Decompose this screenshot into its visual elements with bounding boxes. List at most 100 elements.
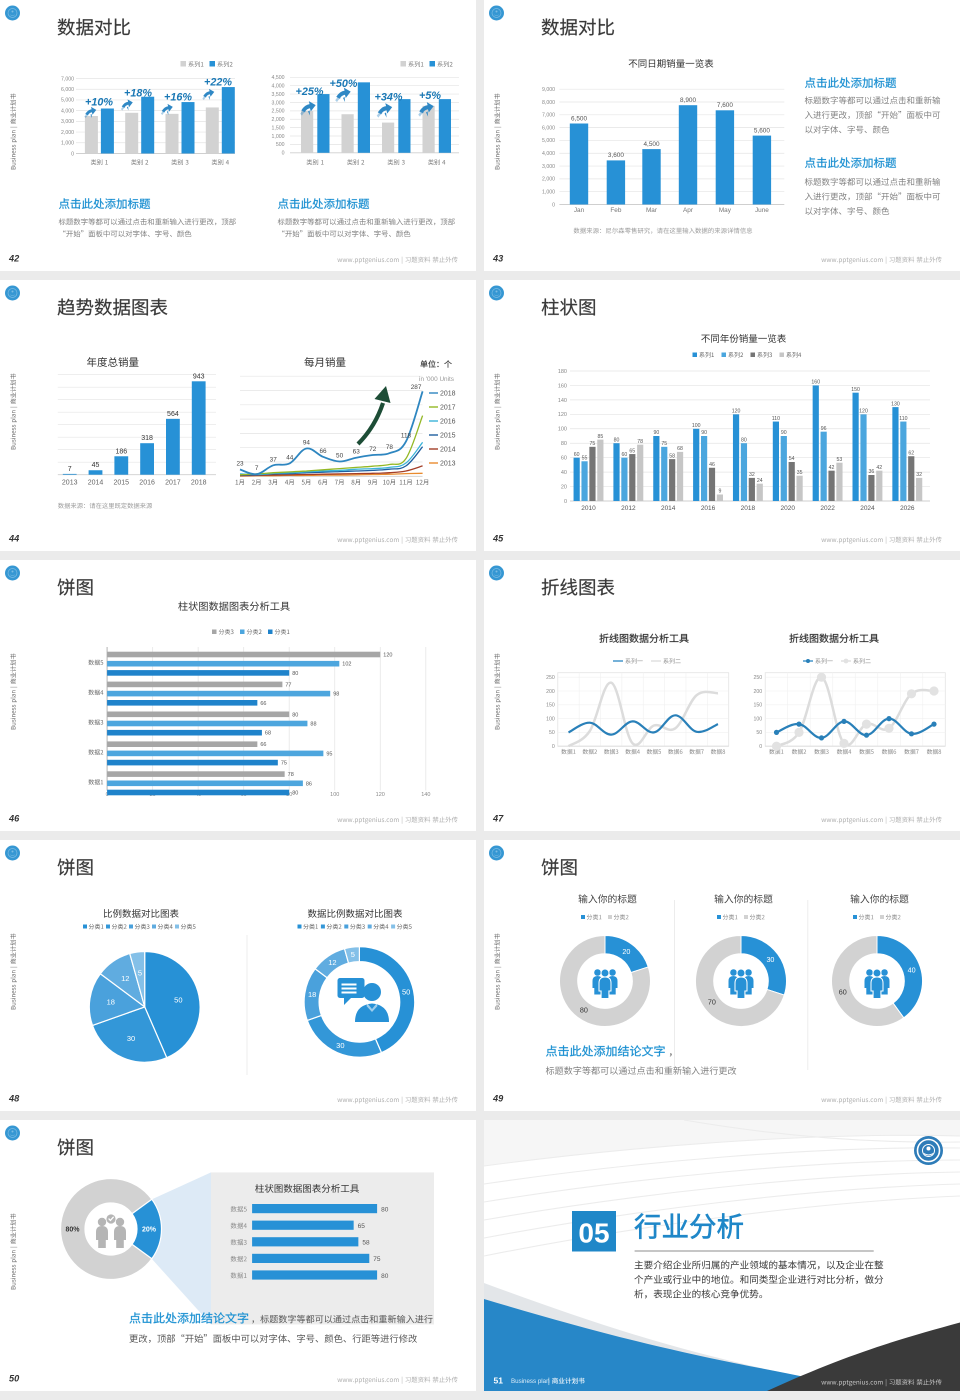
svg-text:Mar: Mar [646,207,658,214]
svg-text:120: 120 [376,792,385,798]
svg-text:45: 45 [492,534,504,544]
svg-text:5,000: 5,000 [61,98,74,104]
svg-text:2016: 2016 [701,505,716,512]
svg-text:90: 90 [701,430,707,436]
svg-text:78: 78 [637,439,643,445]
svg-text:40: 40 [561,470,567,476]
svg-text:42: 42 [829,465,835,471]
svg-text:5,600: 5,600 [754,127,770,134]
svg-text:63: 63 [353,449,361,456]
svg-text:80: 80 [292,671,298,677]
svg-text:7,000: 7,000 [61,76,74,82]
svg-text:9: 9 [718,489,721,495]
svg-text:100: 100 [330,792,339,798]
svg-text:20: 20 [561,484,567,490]
svg-text:2016: 2016 [139,480,155,487]
svg-text:42: 42 [8,254,20,264]
svg-text:50: 50 [336,453,344,460]
svg-text:120: 120 [558,412,567,418]
svg-text:140: 140 [558,398,567,404]
svg-text:120: 120 [732,409,741,415]
svg-text:150: 150 [546,703,555,709]
svg-text:2022: 2022 [820,505,835,512]
svg-text:72: 72 [369,446,377,453]
svg-text:2,000: 2,000 [272,117,285,123]
svg-text:110: 110 [772,416,780,422]
svg-text:2016: 2016 [440,418,456,425]
svg-text:32: 32 [749,472,755,478]
svg-text:287: 287 [411,384,422,391]
svg-text:160: 160 [811,380,820,386]
svg-text:98: 98 [333,692,339,698]
svg-text:2015: 2015 [114,480,130,487]
svg-text:7,000: 7,000 [542,113,555,119]
svg-text:1,500: 1,500 [272,125,285,131]
svg-text:2014: 2014 [88,480,104,487]
svg-text:18: 18 [107,997,115,1006]
svg-text:45: 45 [92,462,100,469]
svg-text:5,000: 5,000 [542,138,555,144]
svg-text:0: 0 [564,499,567,505]
svg-text:+50%: +50% [330,78,358,90]
svg-text:3,000: 3,000 [272,100,285,106]
svg-text:140: 140 [421,792,430,798]
svg-text:66: 66 [260,701,266,707]
svg-text:500: 500 [276,142,285,148]
svg-text:70: 70 [708,998,716,1007]
svg-text:50: 50 [549,730,555,736]
svg-text:7,600: 7,600 [717,102,733,109]
svg-text:66: 66 [260,742,266,748]
svg-text:100: 100 [692,423,701,429]
svg-text:318: 318 [141,435,153,442]
svg-text:96: 96 [821,426,827,432]
svg-text:+10%: +10% [85,96,113,108]
svg-text:68: 68 [265,731,271,737]
svg-text:75: 75 [661,441,667,447]
svg-text:30: 30 [336,1041,344,1050]
svg-text:100: 100 [546,716,555,722]
svg-text:65: 65 [629,448,635,454]
svg-text:110: 110 [899,416,907,422]
svg-text:32: 32 [916,472,922,478]
svg-text:3,500: 3,500 [272,92,285,98]
svg-text:6,000: 6,000 [61,87,74,93]
svg-text:6,500: 6,500 [571,115,587,122]
svg-text:68: 68 [677,446,683,452]
svg-text:50: 50 [402,988,410,997]
svg-text:2017: 2017 [165,480,181,487]
svg-text:2,000: 2,000 [542,177,555,183]
svg-text:75: 75 [590,441,596,447]
svg-text:100: 100 [754,716,763,722]
svg-text:186: 186 [115,448,127,455]
svg-text:Jan: Jan [574,207,585,214]
svg-text:0: 0 [759,744,762,750]
svg-text:0: 0 [282,151,285,157]
svg-text:75: 75 [281,761,287,767]
svg-text:250: 250 [754,675,763,681]
svg-text:June: June [755,207,769,214]
svg-text:+34%: +34% [375,91,403,103]
svg-text:2017: 2017 [440,404,456,411]
svg-text:2026: 2026 [900,505,915,512]
svg-text:in '000 Units: in '000 Units [419,376,454,383]
svg-text:2018: 2018 [741,505,756,512]
svg-text:1,000: 1,000 [272,134,285,140]
svg-text:2,000: 2,000 [61,130,74,136]
svg-text:80%: 80% [65,1227,80,1234]
svg-text:0: 0 [552,202,555,208]
svg-text:200: 200 [754,689,763,695]
svg-text:+5%: +5% [419,90,441,102]
svg-text:94: 94 [303,439,311,446]
svg-text:102: 102 [342,662,351,668]
svg-text:+25%: +25% [296,86,324,98]
svg-text:4,000: 4,000 [542,151,555,157]
svg-text:60: 60 [839,988,847,997]
svg-text:90: 90 [781,430,787,436]
svg-text:80: 80 [292,791,298,797]
svg-text:0: 0 [552,744,555,750]
svg-text:80: 80 [381,1206,389,1213]
svg-text:80: 80 [292,712,298,718]
svg-text:49: 49 [492,1094,504,1104]
svg-text:Business plan: Business plan [511,1378,550,1385]
svg-text:0: 0 [71,151,74,157]
